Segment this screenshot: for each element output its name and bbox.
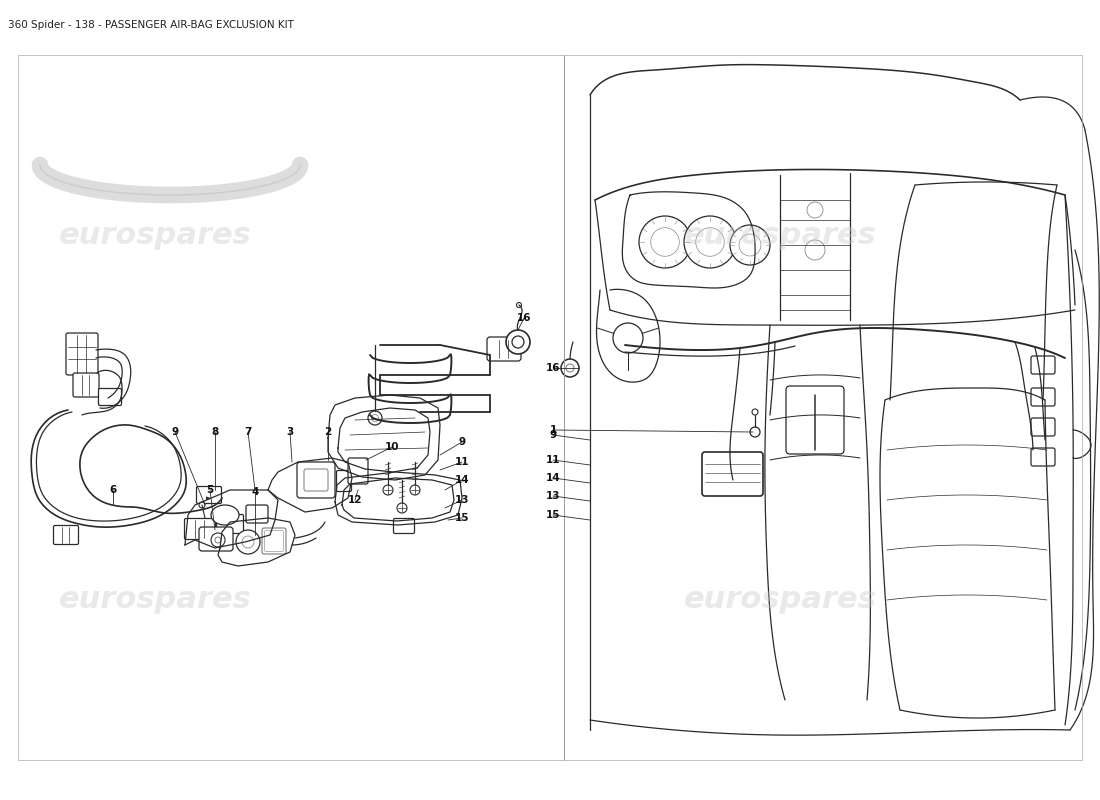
FancyBboxPatch shape: [246, 505, 268, 523]
Circle shape: [517, 302, 521, 307]
Text: 6: 6: [109, 485, 117, 495]
FancyBboxPatch shape: [264, 530, 284, 551]
FancyBboxPatch shape: [337, 470, 352, 491]
Text: 9: 9: [459, 437, 465, 447]
Text: 11: 11: [546, 455, 560, 465]
FancyBboxPatch shape: [1031, 356, 1055, 374]
Text: 14: 14: [546, 473, 560, 483]
Circle shape: [750, 427, 760, 437]
FancyBboxPatch shape: [348, 458, 369, 484]
Text: 10: 10: [385, 442, 399, 452]
Circle shape: [512, 336, 524, 348]
Text: 16: 16: [546, 363, 560, 373]
Circle shape: [211, 533, 226, 547]
Text: eurospares: eurospares: [683, 586, 877, 614]
Circle shape: [199, 502, 205, 508]
Text: 1: 1: [549, 425, 557, 435]
FancyBboxPatch shape: [185, 518, 216, 539]
Circle shape: [695, 228, 724, 256]
Circle shape: [752, 409, 758, 415]
FancyBboxPatch shape: [217, 514, 243, 534]
FancyBboxPatch shape: [1031, 448, 1055, 466]
Circle shape: [613, 323, 644, 353]
Text: 16: 16: [517, 313, 531, 323]
FancyBboxPatch shape: [197, 486, 221, 503]
Circle shape: [368, 411, 382, 425]
Circle shape: [236, 530, 260, 554]
Text: 15: 15: [454, 513, 470, 523]
Text: eurospares: eurospares: [683, 221, 877, 250]
Text: ►: ►: [207, 495, 211, 501]
Text: 13: 13: [454, 495, 470, 505]
FancyBboxPatch shape: [702, 452, 763, 496]
Circle shape: [410, 485, 420, 495]
Text: 2: 2: [324, 427, 331, 437]
Text: 15: 15: [546, 510, 560, 520]
FancyBboxPatch shape: [66, 333, 98, 375]
Text: 360 Spider - 138 - PASSENGER AIR-BAG EXCLUSION KIT: 360 Spider - 138 - PASSENGER AIR-BAG EXC…: [8, 20, 294, 30]
Text: 9: 9: [172, 427, 178, 437]
Text: 9: 9: [549, 430, 557, 440]
Circle shape: [242, 536, 254, 548]
FancyBboxPatch shape: [54, 526, 78, 545]
Text: 3: 3: [286, 427, 294, 437]
Circle shape: [730, 225, 770, 265]
Circle shape: [214, 537, 221, 543]
Ellipse shape: [211, 505, 239, 525]
FancyBboxPatch shape: [73, 373, 99, 397]
Circle shape: [739, 234, 761, 256]
Text: eurospares: eurospares: [58, 586, 252, 614]
Text: 8: 8: [211, 427, 219, 437]
Circle shape: [807, 202, 823, 218]
Text: 12: 12: [348, 495, 362, 505]
Circle shape: [639, 216, 691, 268]
FancyBboxPatch shape: [304, 469, 328, 491]
Text: 5: 5: [207, 485, 213, 495]
FancyBboxPatch shape: [786, 386, 844, 454]
Text: 4: 4: [251, 487, 258, 497]
Circle shape: [372, 414, 378, 422]
Circle shape: [651, 228, 680, 256]
Text: 7: 7: [244, 427, 252, 437]
Circle shape: [506, 330, 530, 354]
FancyBboxPatch shape: [297, 462, 336, 498]
FancyBboxPatch shape: [1031, 388, 1055, 406]
FancyBboxPatch shape: [199, 527, 233, 551]
FancyBboxPatch shape: [487, 337, 521, 361]
Circle shape: [561, 359, 579, 377]
Text: 14: 14: [454, 475, 470, 485]
Circle shape: [383, 485, 393, 495]
Circle shape: [566, 364, 574, 372]
Text: 11: 11: [454, 457, 470, 467]
FancyBboxPatch shape: [1031, 418, 1055, 436]
Text: eurospares: eurospares: [58, 221, 252, 250]
FancyBboxPatch shape: [99, 389, 121, 406]
Circle shape: [805, 240, 825, 260]
FancyBboxPatch shape: [394, 518, 415, 534]
Circle shape: [684, 216, 736, 268]
Text: 13: 13: [546, 491, 560, 501]
FancyBboxPatch shape: [262, 528, 286, 554]
Circle shape: [397, 503, 407, 513]
